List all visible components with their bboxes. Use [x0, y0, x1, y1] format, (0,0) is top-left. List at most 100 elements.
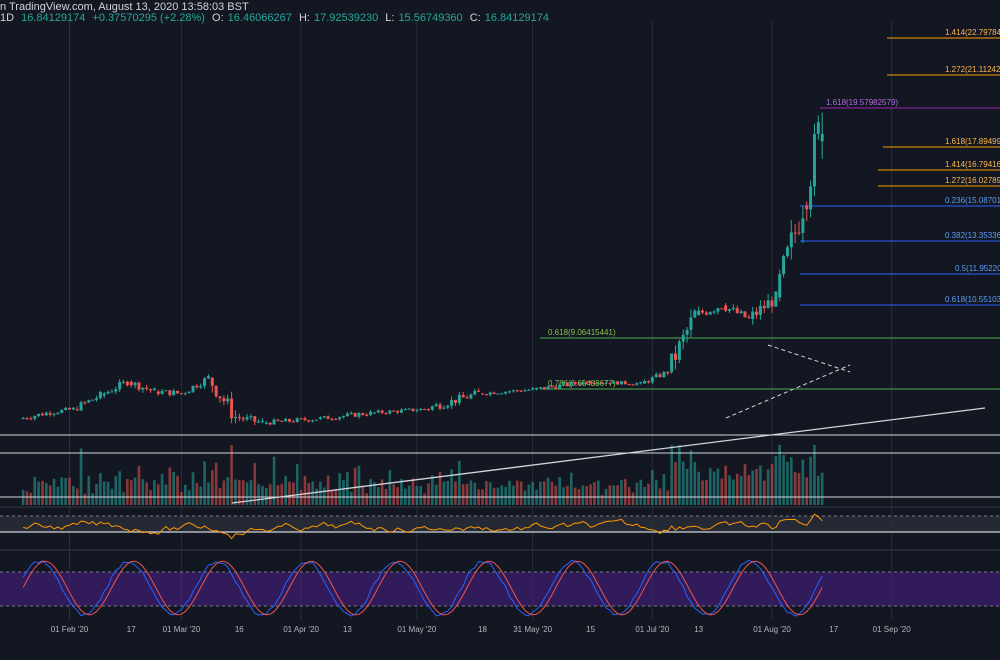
- candle-body: [519, 390, 523, 392]
- candle-body: [577, 383, 581, 385]
- candle-body: [793, 232, 797, 234]
- candle-body: [388, 410, 392, 414]
- volume-bar: [627, 487, 631, 505]
- candle-body: [646, 381, 650, 383]
- candle-body: [677, 341, 681, 360]
- volume-bar: [427, 483, 430, 505]
- volume-bar: [307, 483, 311, 505]
- volume-bar: [253, 463, 257, 505]
- volume-bar: [743, 463, 747, 505]
- volume-bar: [392, 484, 396, 505]
- candle-body: [442, 407, 446, 409]
- volume-bar: [153, 480, 156, 505]
- candle-body: [52, 413, 56, 415]
- volume-bar: [373, 482, 376, 505]
- fib-label: 0.236(15.08701490: [945, 196, 1000, 205]
- candle-body: [666, 371, 670, 374]
- volume-bar: [770, 464, 774, 505]
- volume-bar: [434, 484, 438, 505]
- candle-body: [457, 394, 461, 403]
- candle-body: [724, 305, 728, 311]
- candle-body: [565, 382, 569, 386]
- volume-bar: [353, 467, 357, 505]
- candle-body: [199, 385, 203, 388]
- volume-bar: [512, 485, 515, 505]
- volume-bar: [60, 477, 64, 505]
- candle-body: [616, 381, 620, 385]
- time-axis-label: 01 Feb '20: [51, 625, 89, 634]
- candle-body: [67, 407, 71, 410]
- candle-body: [731, 308, 735, 310]
- candle-body: [114, 389, 118, 392]
- candle-body: [500, 393, 504, 395]
- volume-bar: [813, 445, 816, 505]
- candle-body: [322, 416, 326, 418]
- candle-body: [295, 418, 299, 422]
- candle-body: [685, 329, 689, 335]
- candle-body: [592, 383, 596, 385]
- volume-bar: [168, 467, 172, 505]
- candle-body: [762, 305, 766, 309]
- candle-body: [612, 381, 616, 384]
- volume-bar: [361, 485, 365, 505]
- volume-bar: [176, 475, 179, 505]
- volume-bar: [631, 492, 635, 505]
- time-axis-label: 16: [235, 625, 244, 634]
- volume-bar: [747, 475, 751, 505]
- high-value: 17.92539230: [313, 12, 379, 24]
- volume-bar: [458, 460, 461, 505]
- volume-bar: [817, 475, 820, 505]
- candle-body: [284, 418, 288, 422]
- volume-bar: [523, 490, 527, 505]
- candle-body: [83, 402, 87, 404]
- candle-body: [118, 382, 122, 390]
- volume-bar: [388, 470, 392, 505]
- volume-bar: [442, 481, 446, 505]
- volume-bar: [195, 482, 199, 505]
- candle-body: [102, 393, 106, 396]
- interval-label[interactable]: 1D: [0, 12, 15, 24]
- volume-bar: [106, 481, 110, 505]
- candle-body: [643, 381, 647, 384]
- candle-body: [623, 381, 627, 385]
- volume-bar: [342, 480, 345, 505]
- volume-bar: [562, 487, 565, 505]
- volume-bar: [276, 485, 280, 505]
- volume-bar: [303, 476, 307, 505]
- volume-bar: [461, 484, 465, 505]
- volume-bar: [114, 476, 118, 505]
- volume-bar: [612, 485, 616, 505]
- candle-body: [245, 417, 249, 420]
- candle-body: [396, 410, 400, 413]
- candle-body: [353, 412, 357, 417]
- low-value: 15.56749360: [398, 12, 463, 24]
- candle-body: [812, 134, 816, 187]
- volume-bar: [558, 476, 561, 505]
- source-line: n TradingView.com, August 13, 2020 13:58…: [0, 1, 249, 13]
- candle-body: [674, 353, 677, 360]
- candle-body: [770, 300, 774, 307]
- volume-bar: [531, 482, 534, 505]
- volume-bar: [550, 481, 554, 505]
- candle-body: [735, 308, 739, 314]
- candle-body: [716, 308, 720, 312]
- fib-label: 0.618(9.06415441): [548, 328, 616, 337]
- volume-bar: [91, 493, 94, 505]
- close-value: 16.84129174: [484, 12, 549, 24]
- fib-label: 0.618(10.55103875: [945, 295, 1000, 304]
- volume-bar: [701, 480, 704, 505]
- volume-bar: [241, 480, 245, 505]
- candle-body: [376, 410, 380, 413]
- candle-body: [365, 414, 369, 416]
- candle-body: [774, 291, 778, 307]
- volume-bar: [485, 481, 488, 505]
- rsi-pane: [0, 513, 1000, 540]
- candle-body: [639, 382, 643, 384]
- candle-body: [110, 391, 114, 393]
- candle-body: [98, 391, 102, 399]
- volume-bar: [376, 487, 380, 505]
- fib-label: 1.618(19.57982579): [826, 98, 898, 107]
- volume-bar: [801, 459, 805, 505]
- volume-bar: [122, 492, 125, 505]
